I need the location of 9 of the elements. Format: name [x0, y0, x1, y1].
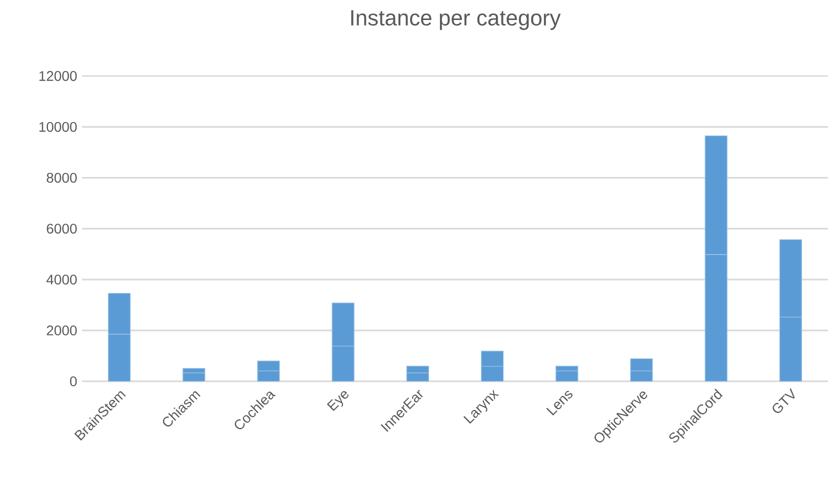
- y-tick-label: 8000: [46, 172, 77, 183]
- y-tick-label: 10000: [39, 122, 77, 132]
- x-tick-label: Eye: [326, 391, 348, 412]
- y-tick-label: 6000: [46, 224, 77, 234]
- y-tick-label: 0: [70, 376, 77, 386]
- y-tick-label: 2000: [46, 326, 77, 336]
- chart-title: Instance per category: [351, 10, 561, 30]
- y-tick-label: 4000: [46, 274, 77, 285]
- y-tick-label: 12000: [39, 71, 77, 81]
